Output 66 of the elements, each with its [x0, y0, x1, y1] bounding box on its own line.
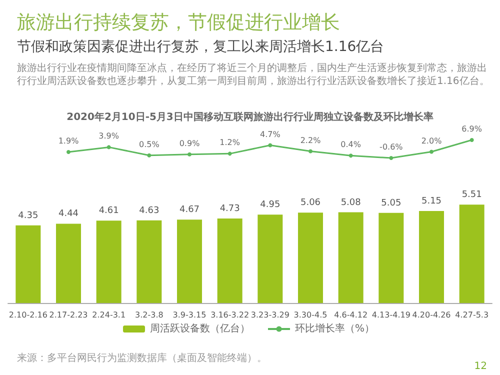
bar: [16, 225, 41, 303]
bar: [459, 204, 484, 303]
point: [268, 143, 272, 148]
chart-title: 旅游出行持续复苏，节假促进行业增长: [17, 12, 340, 34]
point: [348, 154, 353, 158]
data-label: 4.73: [220, 204, 240, 214]
bar: [258, 214, 283, 303]
point: [228, 152, 232, 156]
text: 12: [474, 361, 488, 372]
x-tick-label: 3.30-4.5: [294, 310, 328, 320]
data-label: 2.0%: [421, 136, 442, 146]
x-tick-label: 4.20-4.26: [412, 310, 451, 320]
x-tick-label: 3.23-3.29: [250, 310, 290, 320]
data-label: 4.61: [98, 206, 119, 216]
x-tick-label: 4.27-5.3: [455, 310, 489, 320]
data-label: 4.7%: [260, 130, 281, 139]
bar: [217, 218, 242, 303]
data-label: 5.15: [421, 196, 442, 207]
chart-subtitle: 节假和政策因素促进出行复苏，复工以来周活增长1.16亿台: [17, 39, 384, 55]
data-label: 0.5%: [139, 140, 160, 149]
data-label: 3.9%: [98, 132, 120, 141]
data-label: 0.9%: [179, 138, 200, 148]
bar: [338, 212, 364, 303]
data-label: 6.9%: [462, 124, 482, 134]
point: [389, 156, 394, 160]
point: [470, 138, 474, 142]
data-label: 5.05: [381, 198, 402, 208]
x-tick-label: 4.13-4.19: [372, 310, 410, 320]
data-label: 1.2%: [220, 138, 240, 148]
x-tick-label: 3.9-3.15: [172, 310, 206, 320]
data-label: 4.63: [139, 206, 160, 216]
x-tick-label: 4.6-4.12: [334, 310, 368, 320]
source-note: 来源：多平台网民行为监测数据库（桌面及智能终端）。: [17, 352, 267, 364]
data-label: 5.06: [300, 198, 321, 208]
text: 旅游出行行业在疫情期间降至冰点，在经历了将近三个月的调整后，国内生产生活逐步恢复到常态，旅游出行行业周活跃设备数也逐步攀升，从复工第一周到目前周，旅游出行行业活跃设备数增长了接近1.16亿台。: [17, 62, 490, 87]
point: [147, 153, 152, 158]
text: 2020年2月10日-5月3日中国移动互联网旅游出行行业周独立设备数及环比增长率: [66, 111, 434, 123]
bar: [136, 220, 162, 303]
x-tick-label: 3.2-3.8: [134, 310, 164, 320]
point: [188, 152, 192, 156]
data-label: 1.9%: [58, 136, 80, 146]
data-label: 5.08: [340, 198, 362, 208]
data-label: 4.67: [179, 205, 200, 216]
data-label: 4.35: [18, 210, 38, 221]
legend-label: 环比增长率（%）: [295, 322, 375, 334]
data-label: -0.6%: [380, 142, 404, 152]
x-tick-label: 3.16-3.22: [210, 310, 250, 320]
point: [66, 150, 70, 154]
bar: [418, 211, 444, 303]
bar: [56, 224, 82, 303]
data-label: 2.2%: [300, 136, 322, 145]
data-label: 5.51: [462, 190, 482, 200]
bar: [176, 220, 202, 303]
point: [106, 145, 111, 150]
bar: [96, 220, 122, 303]
data-label: 4.44: [58, 209, 79, 220]
data-label: 0.4%: [340, 140, 362, 150]
x-tick-label: 2.10-2.16: [8, 310, 48, 320]
bar: [378, 212, 404, 303]
point: [308, 149, 312, 154]
x-tick-label: 2.24-3.1: [92, 310, 126, 320]
point: [430, 150, 434, 154]
legend-label: 周活跃设备数（亿台）: [150, 322, 250, 334]
x-tick-label: 2.17-2.23: [49, 310, 88, 320]
bar: [298, 212, 324, 303]
data-label: 4.95: [260, 200, 280, 210]
